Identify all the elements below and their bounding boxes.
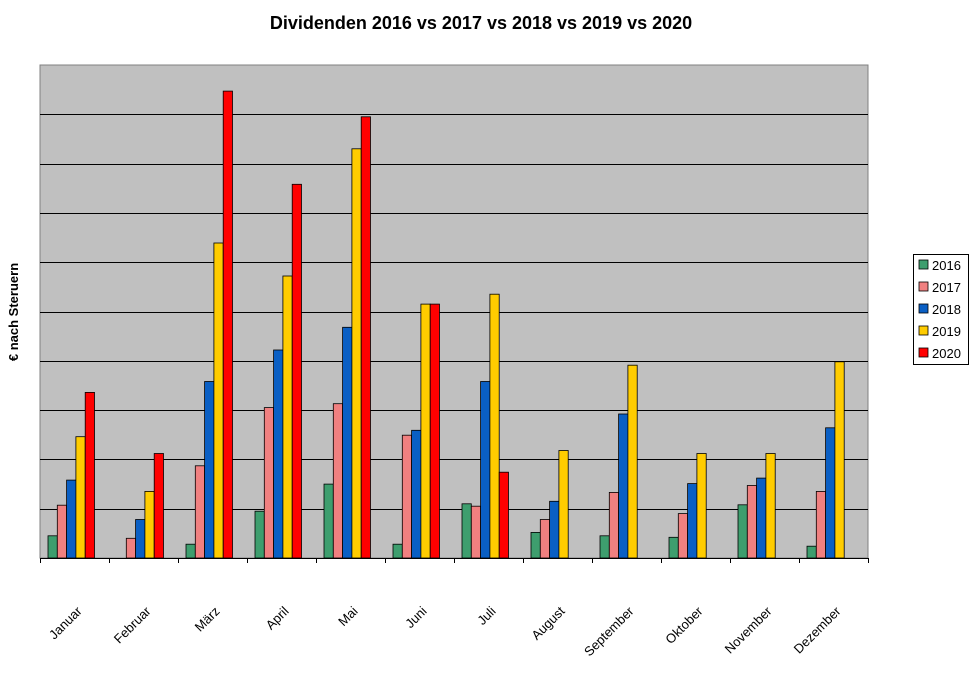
bar	[392, 543, 403, 559]
bar	[401, 434, 412, 559]
bar	[332, 403, 343, 559]
bar	[291, 183, 302, 559]
plot-area	[39, 64, 869, 559]
bar	[47, 535, 58, 559]
bar	[273, 349, 284, 559]
plot-background	[39, 64, 869, 559]
bar	[411, 429, 422, 559]
bar	[144, 490, 155, 559]
bar	[489, 293, 500, 559]
bar	[222, 90, 233, 559]
legend-entry: 2017	[932, 280, 961, 295]
bar	[66, 479, 77, 559]
bar	[815, 490, 826, 559]
x-tick-label: Januar	[46, 603, 85, 642]
x-tick-label: Juli	[474, 603, 498, 627]
bar	[75, 436, 86, 559]
bar	[765, 453, 776, 559]
legend-swatch	[918, 325, 929, 336]
bar	[599, 535, 610, 559]
bar	[135, 519, 146, 559]
bar	[323, 483, 334, 559]
bar	[194, 465, 206, 559]
legend-swatch	[918, 347, 929, 358]
bar	[420, 303, 431, 559]
bar	[84, 391, 95, 559]
bar	[254, 510, 265, 559]
legend-swatch	[918, 303, 929, 314]
x-tick-label: Juni	[402, 603, 430, 631]
bar	[125, 537, 137, 559]
bar	[687, 483, 698, 559]
bar	[351, 148, 362, 559]
bar	[185, 543, 196, 559]
bar	[608, 491, 619, 559]
bar	[213, 242, 224, 559]
bar	[429, 303, 440, 559]
bars	[47, 90, 845, 559]
bar	[470, 505, 481, 559]
bar	[834, 361, 845, 559]
x-tick-label: April	[263, 603, 292, 632]
bar	[530, 532, 541, 559]
bar	[56, 504, 67, 559]
legend-entry: 2020	[932, 346, 961, 361]
bar	[806, 545, 817, 559]
legend-swatch	[918, 281, 929, 292]
bar	[618, 413, 629, 559]
bar	[746, 485, 757, 559]
x-tick-label: Mai	[335, 603, 360, 628]
x-tick-label: März	[192, 604, 223, 635]
x-tick-label: September	[581, 603, 637, 659]
bar	[282, 275, 293, 559]
chart-title: Dividenden 2016 vs 2017 vs 2018 vs 2019 …	[270, 13, 692, 33]
bar	[480, 381, 491, 559]
bar	[558, 450, 569, 559]
bar	[263, 407, 274, 559]
bar	[360, 116, 371, 559]
legend: 2016 2017 2018 2019 2020	[913, 254, 969, 365]
legend-entry: 2019	[932, 324, 961, 339]
x-tick-label: Februar	[111, 603, 154, 646]
x-tick-label: Dezember	[791, 603, 844, 656]
legend-entry: 2016	[932, 258, 961, 273]
bar	[204, 381, 215, 559]
x-axis: Januar Februar März April Mai Juni Juli August S…	[40, 558, 869, 659]
bar	[737, 504, 748, 559]
x-tick-label: Oktober	[662, 603, 706, 647]
bar	[825, 427, 836, 559]
bar	[342, 326, 353, 559]
x-tick-label: August	[528, 603, 567, 642]
legend-swatch	[918, 259, 929, 270]
bar	[461, 503, 472, 559]
bar	[539, 519, 550, 559]
bar	[668, 536, 679, 559]
bar	[153, 453, 164, 559]
x-tick-label: November	[722, 603, 775, 656]
bar	[677, 513, 688, 559]
legend-entry: 2018	[932, 302, 961, 317]
y-axis-label: € nach Steruern	[6, 263, 21, 361]
bar	[549, 500, 560, 559]
bar	[756, 477, 767, 559]
bar	[627, 364, 638, 559]
bar	[498, 471, 509, 559]
bar	[696, 453, 707, 559]
